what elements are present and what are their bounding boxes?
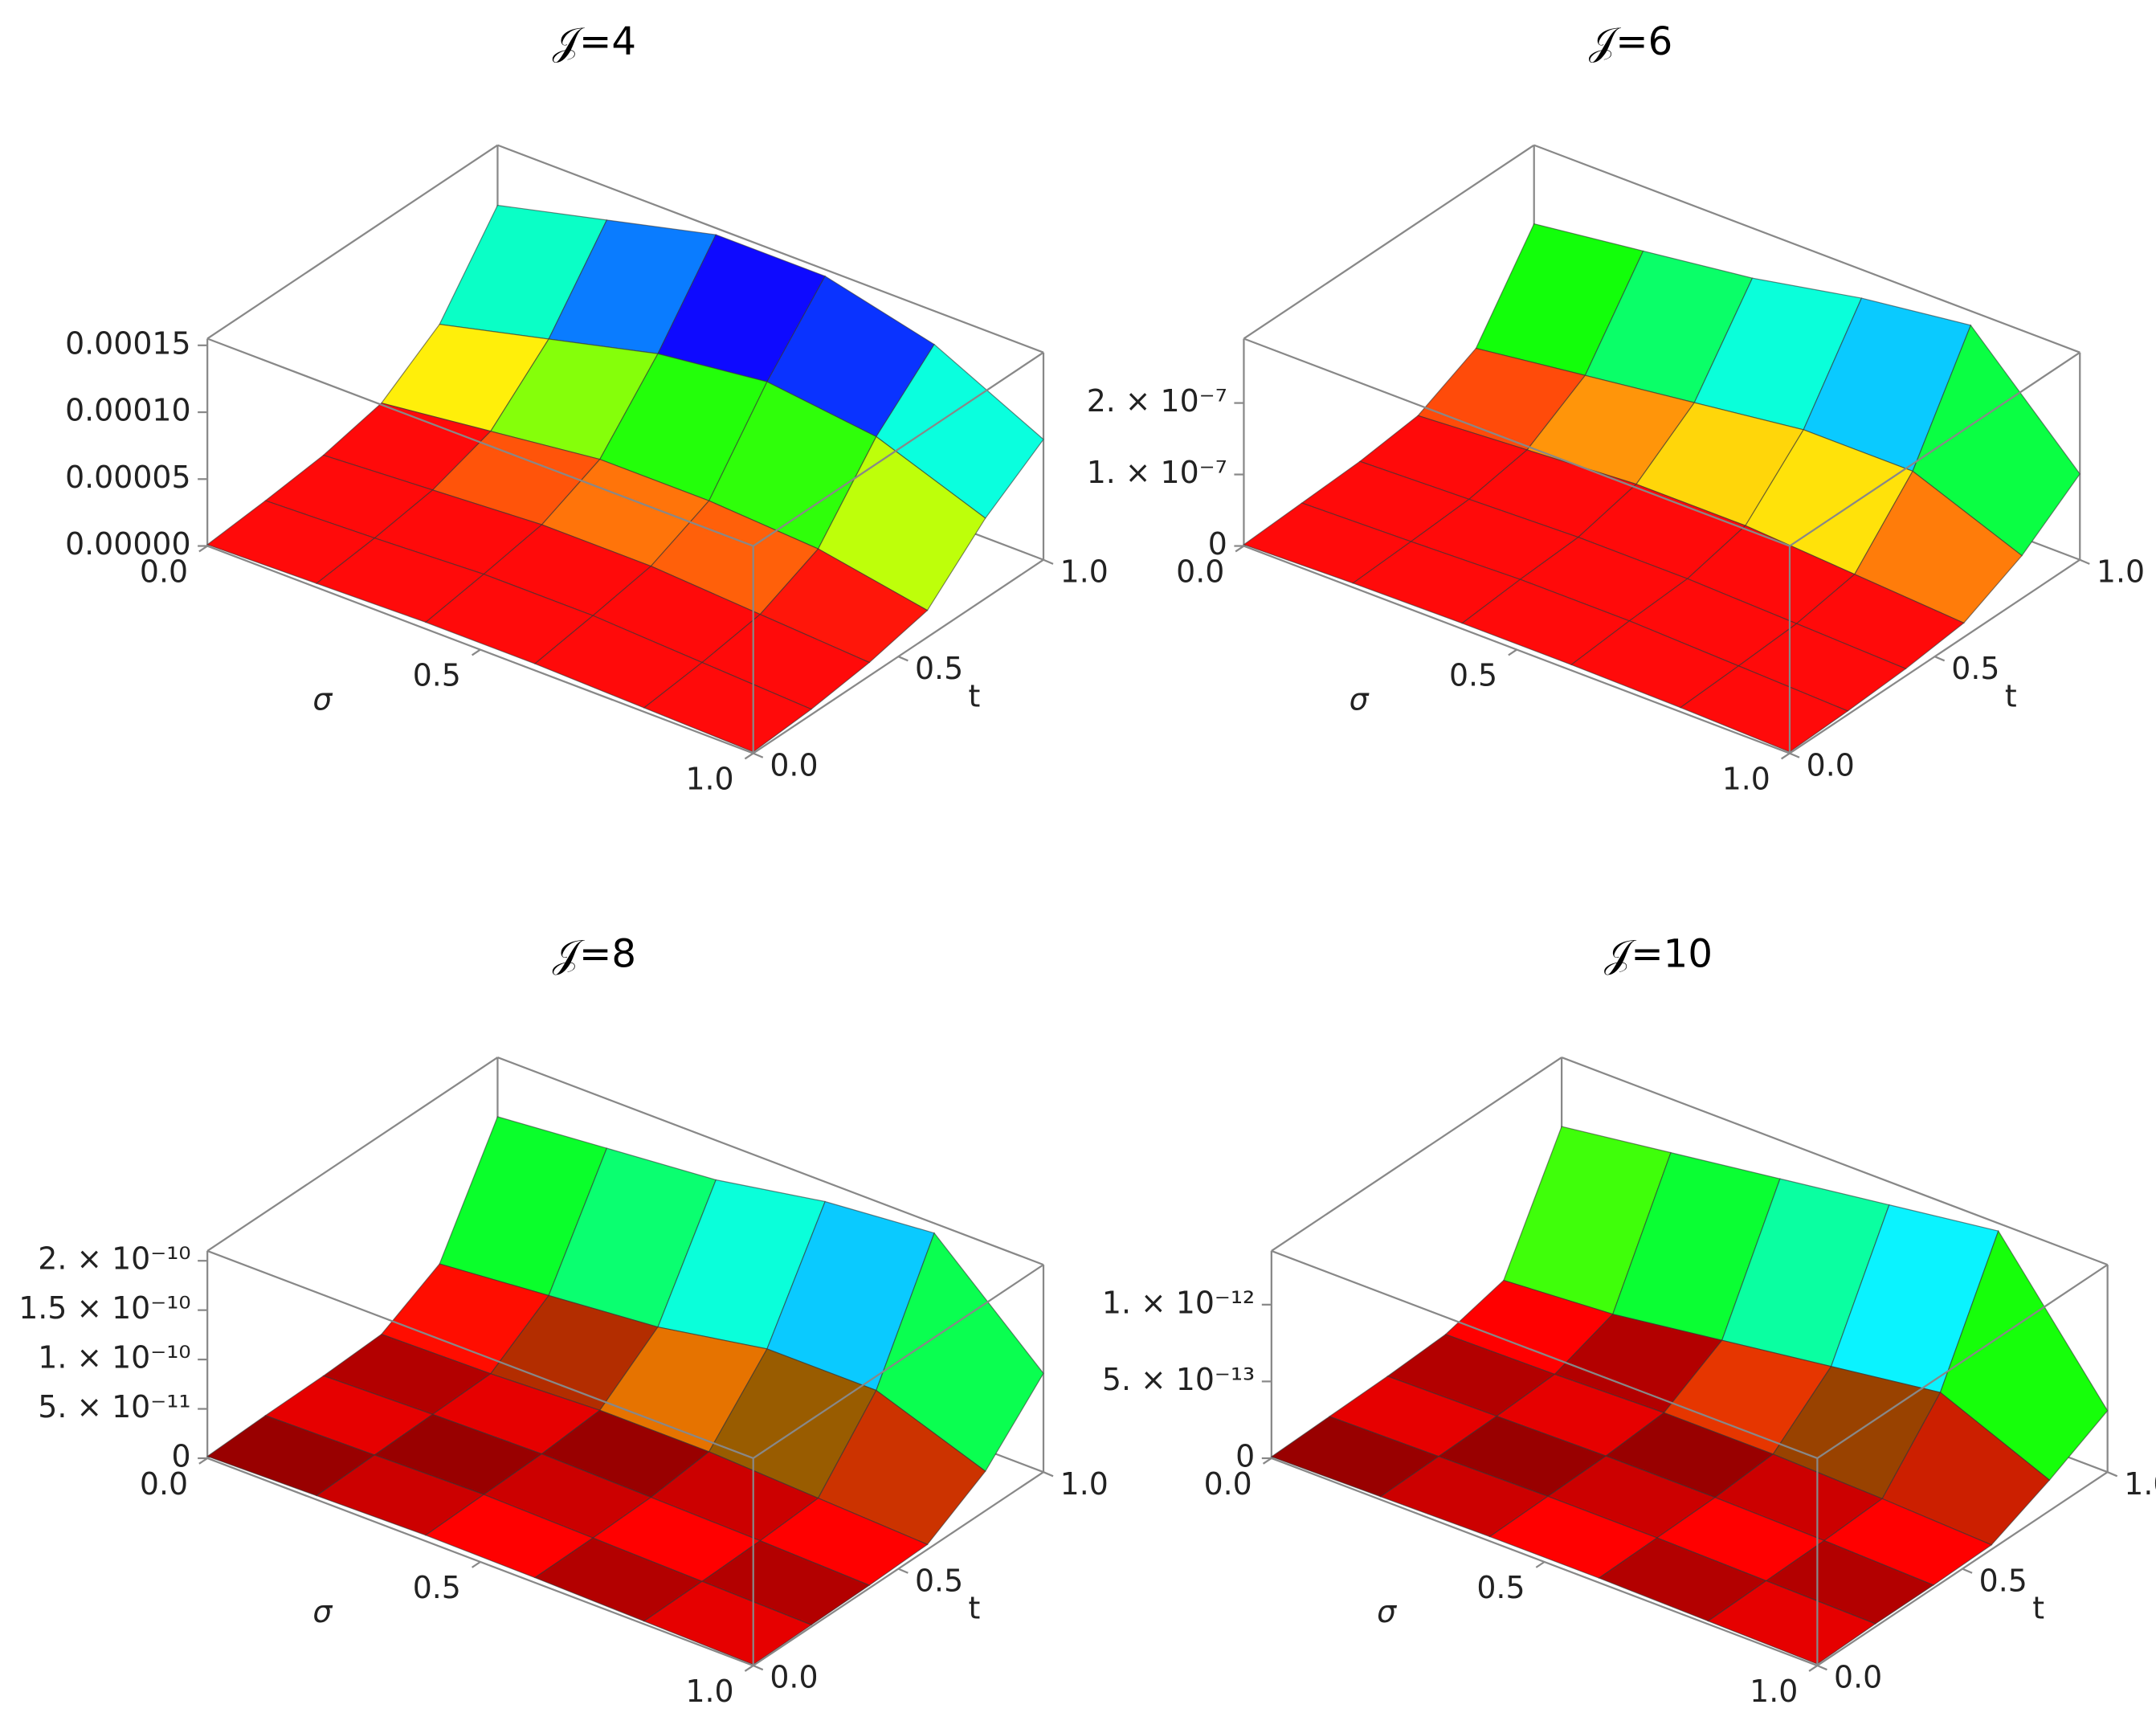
z-tick-label: 0.00005	[65, 460, 190, 495]
y-tick-label: 0.0	[1807, 747, 1855, 783]
x-tick-label: 0.0	[1204, 1466, 1252, 1502]
x-tick	[472, 648, 481, 656]
y-tick-label: 0.0	[770, 1660, 818, 1695]
chart-title: 𝒥=8	[553, 931, 636, 976]
box-edge	[206, 337, 754, 547]
y-tick-label: 0.5	[1951, 651, 1999, 686]
y-tick	[1962, 1568, 1973, 1574]
y-tick-label: 0.0	[1834, 1660, 1882, 1695]
z-tick-label: 0.00000	[65, 526, 190, 562]
x-tick-label: 1.0	[1750, 1674, 1798, 1709]
y-tick-label: 1.0	[2124, 1466, 2156, 1502]
x-tick	[472, 1561, 481, 1568]
chart-title: 𝒥=4	[553, 19, 636, 64]
x-tick	[1508, 648, 1517, 656]
y-axis-label: t	[969, 678, 981, 713]
z-tick-label: 2. × 10⁻¹⁰	[38, 1241, 190, 1277]
y-tick	[1043, 558, 1054, 565]
x-axis-label: σ	[1350, 682, 1370, 717]
x-tick	[1535, 1561, 1546, 1568]
y-axis-label: t	[2032, 1591, 2044, 1626]
box-edge	[206, 144, 499, 340]
x-tick-label: 0.5	[413, 657, 461, 693]
x-tick-label: 1.0	[1722, 761, 1770, 796]
y-tick-label: 1.0	[1060, 554, 1109, 589]
z-tick-label: 2. × 10⁻⁷	[1087, 383, 1227, 419]
x-tick-label: 0.0	[140, 554, 188, 589]
chart-title: 𝒥=10	[1604, 931, 1713, 976]
box-edge	[1816, 1264, 2109, 1459]
y-tick	[1816, 1664, 1827, 1671]
box-edge	[206, 1249, 754, 1460]
box-edge	[1533, 144, 2080, 354]
y-tick-label: 0.5	[915, 651, 963, 686]
y-tick	[753, 752, 764, 758]
y-tick	[1043, 1471, 1054, 1478]
z-tick-label: 1. × 10⁻⁷	[1087, 455, 1227, 490]
y-axis-label: t	[2005, 678, 2017, 713]
x-axis-label: σ	[312, 1594, 333, 1629]
box-edge	[1271, 1249, 1818, 1460]
box-edge	[206, 1057, 499, 1252]
box-edge	[1243, 144, 1535, 340]
box-edge	[497, 144, 1044, 354]
x-tick	[1235, 545, 1245, 553]
chart-title: 𝒥=6	[1589, 19, 1672, 64]
y-tick-label: 0.0	[770, 747, 818, 783]
x-tick-label: 1.0	[685, 761, 733, 796]
x-tick-label: 0.5	[1449, 657, 1497, 693]
y-tick	[897, 1568, 909, 1574]
x-axis-label: σ	[312, 682, 333, 717]
y-axis-label: t	[969, 1591, 981, 1626]
y-tick	[2079, 558, 2090, 565]
z-tick-label: 5. × 10⁻¹¹	[38, 1389, 190, 1425]
x-tick	[1808, 1665, 1819, 1672]
surface-patch	[1679, 665, 1849, 753]
x-tick	[198, 1457, 208, 1465]
y-tick-label: 0.5	[915, 1563, 963, 1598]
y-tick-label: 1.0	[1060, 1466, 1109, 1502]
y-tick	[753, 1664, 764, 1671]
z-tick-label: 0.00010	[65, 393, 190, 428]
y-tick	[1934, 656, 1946, 662]
y-tick	[897, 656, 909, 662]
x-tick-label: 0.5	[1476, 1570, 1525, 1605]
z-tick-label: 0	[1208, 526, 1227, 562]
box-edge	[1789, 351, 2080, 547]
box-edge	[753, 351, 1044, 547]
x-tick	[1262, 1457, 1272, 1465]
z-tick-label: 0.00015	[65, 325, 190, 361]
z-tick-label: 1. × 10⁻¹²	[1102, 1285, 1255, 1320]
z-tick-label: 1. × 10⁻¹⁰	[38, 1340, 190, 1376]
y-tick-label: 1.0	[2097, 554, 2145, 589]
box-edge	[497, 1057, 1044, 1266]
z-tick-label: 5. × 10⁻¹³	[1102, 1362, 1255, 1397]
surface-patch	[643, 661, 813, 753]
z-tick-label: 0	[1235, 1438, 1255, 1474]
x-tick-label: 0.0	[1176, 554, 1224, 589]
x-axis-label: σ	[1377, 1594, 1397, 1629]
x-tick	[744, 1665, 754, 1672]
box-edge	[753, 1264, 1044, 1459]
y-tick	[1789, 752, 1800, 758]
z-tick-label: 1.5 × 10⁻¹⁰	[18, 1290, 190, 1326]
y-tick-label: 0.5	[1979, 1563, 2027, 1598]
x-tick	[198, 545, 208, 553]
x-tick-label: 0.5	[413, 1570, 461, 1605]
z-tick-label: 0	[171, 1438, 190, 1474]
x-tick	[744, 752, 754, 760]
box-edge	[1561, 1057, 2109, 1266]
surface-patch	[1707, 1580, 1876, 1665]
x-tick	[1781, 752, 1791, 760]
surface-patch	[643, 1580, 813, 1666]
box-edge	[1271, 1057, 1562, 1252]
box-edge	[1243, 337, 1791, 547]
x-tick-label: 0.0	[140, 1466, 188, 1502]
x-tick-label: 1.0	[685, 1674, 733, 1709]
y-tick	[2107, 1471, 2118, 1478]
